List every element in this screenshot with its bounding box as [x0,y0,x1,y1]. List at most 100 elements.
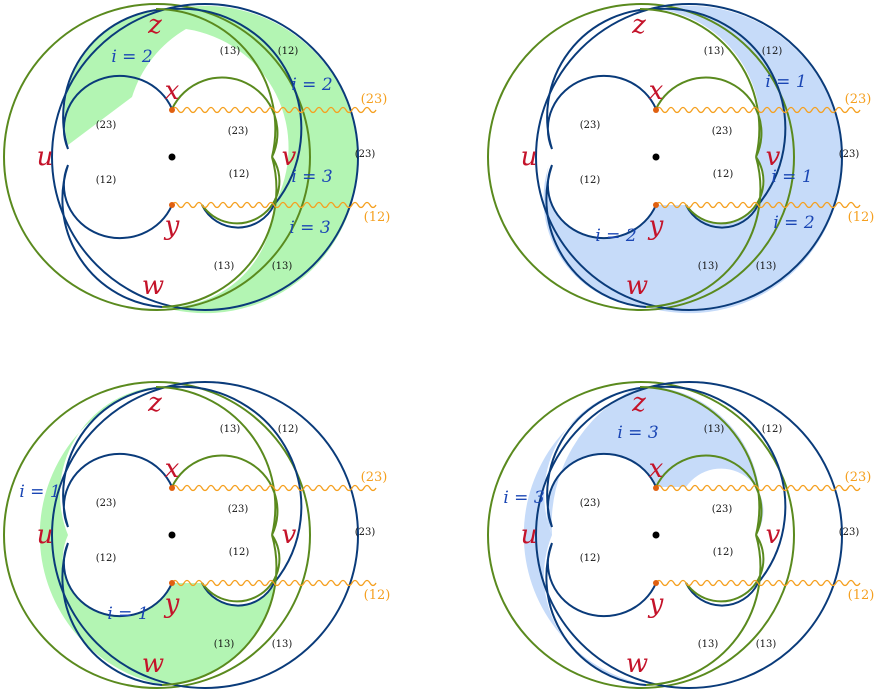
inner-blue-contour-lower [545,542,657,686]
shaded-region [543,5,843,314]
point-label-x: x [165,454,180,484]
permutation-label: (12) [713,547,734,558]
point-label-x: x [165,76,180,106]
branch-point-x [653,107,659,113]
outer-blue-contour [535,381,843,689]
centre-dot [652,531,660,539]
index-label: i = 1 [19,482,60,502]
shaded-region [523,386,764,683]
point-label-v: v [766,520,781,550]
panel-top-right: z x u v yw i = 1 i = 1 i = 2 i = 2 (13) (12) (23) (2… [487,3,874,314]
index-label: i = 2 [111,47,152,67]
permutation-label: (23) [355,149,376,160]
permutation-label: (12) [96,553,117,564]
permutation-label: (23) [96,120,117,131]
shaded-region [39,387,274,684]
index-label: i = 3 [503,488,544,508]
outer-green-contour [3,381,311,689]
inner-blue-contour-lower [61,164,173,308]
inner-green-contour-lower [645,534,765,686]
branch-point-y [169,202,175,208]
cut-label-upper: (23) [845,470,872,485]
permutation-label: (13) [220,46,241,57]
outer-green-contour [487,381,795,689]
branch-point-x [169,107,175,113]
branch-cut-lower [655,579,861,587]
inner-blue-contour [62,385,303,607]
point-label-z: z [631,10,646,40]
index-label: i = 3 [617,423,658,443]
point-label-y: y [164,589,180,619]
permutation-label: (13) [272,261,293,272]
point-label-z: z [147,388,162,418]
permutation-label: (12) [96,175,117,186]
permutation-label: (13) [214,639,235,650]
point-label-v: v [282,142,297,172]
inner-green-contour [155,8,279,158]
permutation-label: (12) [762,46,783,57]
permutation-label: (12) [278,424,299,435]
inner-green-contour [639,386,763,536]
permutation-label: (12) [580,553,601,564]
permutation-label: (13) [704,424,725,435]
branch-point-y [653,202,659,208]
permutation-label: (13) [756,639,777,650]
index-label: i = 1 [771,167,812,187]
point-label-z: z [631,388,646,418]
point-label-v: v [766,142,781,172]
index-label: i = 1 [107,604,148,624]
panel-bottom-right: z x u v yw i = 3 i = 3 (13) (12) (23) (23) (12) (12)… [487,381,875,689]
permutation-label: (23) [228,504,249,515]
inner-green-contour-lower [161,156,281,308]
cut-label-lower: (12) [848,588,875,603]
permutation-label: (23) [580,120,601,131]
permutation-label: (13) [756,261,777,272]
permutation-label: (12) [229,169,250,180]
centre-dot [168,531,176,539]
inner-blue-contour-lower [61,542,173,686]
point-label-x: x [649,454,664,484]
permutation-label: (13) [704,46,725,57]
point-label-z: z [147,10,162,40]
branch-point-y [169,580,175,586]
branch-point-x [169,485,175,491]
permutation-label: (23) [96,498,117,509]
inner-blue-contour-lower [545,164,657,308]
point-label-w: w [142,271,164,301]
point-label-y: y [648,211,664,241]
permutation-label: (12) [229,547,250,558]
permutation-label: (13) [698,261,719,272]
outer-blue-contour [535,3,843,311]
branch-cut-upper [655,106,861,114]
index-label: i = 3 [289,218,330,238]
panel-bottom-left: z x u v yw i = 1 i = 1 (13) (12) (23) (23) (12) (12)… [3,381,391,689]
panel-top-left: z x u v yw i = 2 i = 2 i = 3 i = 3 (13) (12) (23) (2… [3,3,391,314]
permutation-label: (12) [713,169,734,180]
outer-green-contour [3,3,311,311]
point-label-u: u [521,520,538,550]
outer-blue-contour [51,381,359,689]
point-label-y: y [164,211,180,241]
cut-label-lower: (12) [364,588,391,603]
inner-green-contour [155,386,279,536]
index-label: i = 1 [765,72,806,92]
branch-cut-lower [171,579,377,587]
branch-cut-lower [655,201,861,209]
permutation-label: (12) [762,424,783,435]
index-label: i = 2 [595,226,636,246]
inner-green-contour-lower [645,156,765,308]
permutation-label: (12) [580,175,601,186]
permutation-label: (23) [712,126,733,137]
branch-cut-upper [171,484,377,492]
point-label-u: u [521,142,538,172]
inner-green-contour [639,8,763,158]
branch-cut-lower [171,201,377,209]
branch-cut-upper [655,484,861,492]
index-label: i = 2 [291,75,332,95]
centre-dot [652,153,660,161]
cut-label-lower: (12) [364,210,391,225]
point-label-w: w [626,649,648,679]
permutation-label: (13) [698,639,719,650]
permutation-label: (12) [278,46,299,57]
